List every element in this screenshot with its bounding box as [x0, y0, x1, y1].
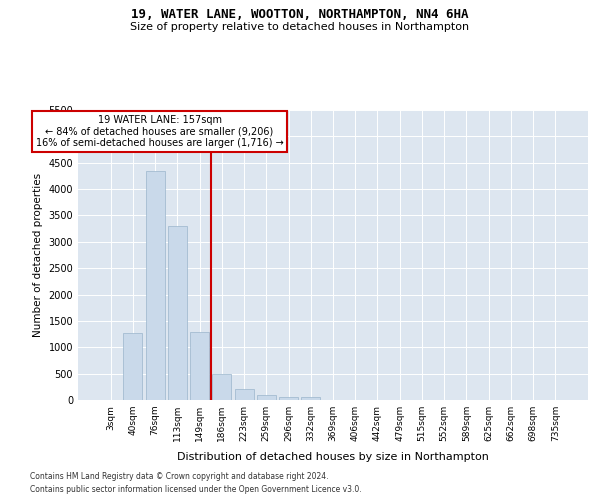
Bar — [212, 374, 231, 400]
Bar — [190, 332, 209, 400]
Text: 19, WATER LANE, WOOTTON, NORTHAMPTON, NN4 6HA: 19, WATER LANE, WOOTTON, NORTHAMPTON, NN… — [131, 8, 469, 20]
Y-axis label: Number of detached properties: Number of detached properties — [33, 173, 43, 337]
Text: Contains public sector information licensed under the Open Government Licence v3: Contains public sector information licen… — [30, 485, 362, 494]
Text: 19 WATER LANE: 157sqm
← 84% of detached houses are smaller (9,206)
16% of semi-d: 19 WATER LANE: 157sqm ← 84% of detached … — [35, 116, 283, 148]
Bar — [168, 226, 187, 400]
Bar — [257, 395, 276, 400]
Bar — [301, 398, 320, 400]
Bar — [124, 333, 142, 400]
Bar — [235, 388, 254, 400]
Text: Size of property relative to detached houses in Northampton: Size of property relative to detached ho… — [130, 22, 470, 32]
Text: Distribution of detached houses by size in Northampton: Distribution of detached houses by size … — [177, 452, 489, 462]
Bar — [146, 171, 164, 400]
Bar — [279, 397, 298, 400]
Text: Contains HM Land Registry data © Crown copyright and database right 2024.: Contains HM Land Registry data © Crown c… — [30, 472, 329, 481]
